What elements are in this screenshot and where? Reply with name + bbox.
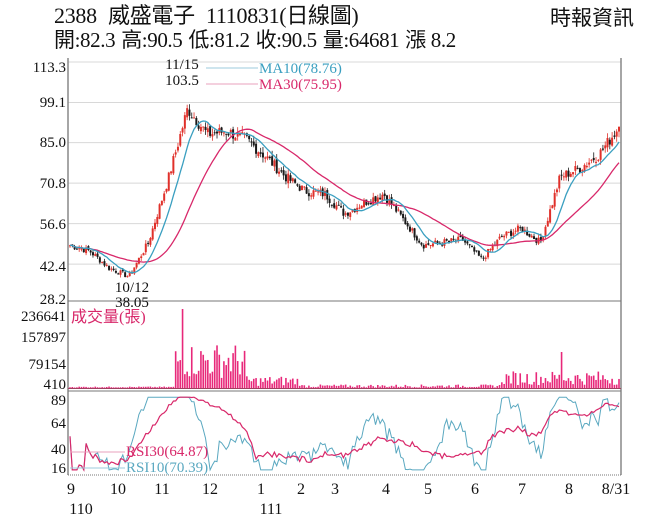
y-tick: 85.0 bbox=[40, 135, 66, 151]
y-tick: 70.8 bbox=[40, 176, 66, 192]
volume-title: 成交量(張) bbox=[71, 308, 146, 326]
y-tick: 113.3 bbox=[33, 60, 66, 76]
y-tick: 16 bbox=[51, 461, 67, 477]
x-tick: 5 bbox=[424, 481, 432, 498]
x-tick: 8 bbox=[565, 481, 573, 498]
volume-bars bbox=[68, 309, 621, 389]
y-tick: 79154 bbox=[29, 357, 67, 373]
y-tick: 64 bbox=[51, 416, 67, 432]
x-tick: 1 bbox=[257, 481, 265, 498]
chart-date-type: 1110831(日線圖) bbox=[206, 3, 359, 28]
high-annotation: 11/15 103.5 bbox=[165, 57, 199, 89]
x-tick: 6 bbox=[471, 481, 479, 498]
year-label: 111 bbox=[260, 501, 283, 518]
price-y-axis: 113.3 99.1 85.0 70.8 56.6 42.4 28.2 bbox=[33, 60, 67, 308]
x-axis: 9 10 11 12 1 2 3 4 5 6 7 8 8/31 110 111 bbox=[67, 481, 630, 518]
rsi10-legend: RSI10(70.39) bbox=[126, 460, 208, 476]
candlesticks bbox=[69, 104, 620, 278]
x-tick: 2 bbox=[297, 481, 305, 498]
brand-label: 時報資訊 bbox=[550, 6, 634, 30]
panel-frames bbox=[67, 58, 622, 476]
rsi-legend: RSI30(64.87) RSI10(70.39) bbox=[70, 444, 208, 476]
ma30-legend: MA30(75.95) bbox=[259, 77, 342, 93]
price-gridlines bbox=[68, 61, 621, 265]
rsi30-line bbox=[69, 396, 620, 472]
chart-title: 2388 威盛電子 1110831(日線圖) bbox=[54, 4, 364, 28]
volume-value: 量:64681 bbox=[322, 28, 400, 52]
open-value: 開:82.3 bbox=[54, 28, 116, 52]
rsi-y-axis: 89 64 40 16 bbox=[51, 393, 67, 477]
year-label: 110 bbox=[69, 501, 92, 518]
rsi10-line bbox=[69, 396, 620, 472]
low-value: 低:81.2 bbox=[188, 28, 250, 52]
y-tick: 157897 bbox=[21, 330, 67, 346]
y-tick: 42.4 bbox=[40, 259, 67, 275]
x-tick: 12 bbox=[202, 481, 218, 498]
y-tick: 56.6 bbox=[40, 217, 67, 233]
y-tick: 40 bbox=[51, 442, 66, 458]
svg-text:10/12: 10/12 bbox=[115, 280, 149, 296]
ma10-line bbox=[69, 120, 620, 274]
x-tick: 10 bbox=[110, 481, 126, 498]
low-annotation: 10/12 38.05 bbox=[115, 280, 149, 311]
y-tick: 28.2 bbox=[40, 292, 66, 308]
ohlc-summary: 開:82.3 高:90.5 低:81.2 收:90.5 量:64681 漲 8.2 bbox=[54, 28, 462, 52]
y-tick: 410 bbox=[44, 377, 67, 393]
ma30-line bbox=[69, 128, 620, 263]
x-tick: 4 bbox=[382, 481, 390, 498]
stock-code: 2388 bbox=[54, 3, 97, 28]
rsi30-legend: RSI30(64.87) bbox=[126, 444, 208, 460]
svg-text:11/15: 11/15 bbox=[165, 57, 199, 73]
stock-name: 威盛電子 bbox=[108, 3, 195, 28]
x-tick: 3 bbox=[331, 481, 339, 498]
x-tick: 7 bbox=[518, 481, 526, 498]
ma10-legend: MA10(78.76) bbox=[259, 61, 342, 77]
change-value: 漲 8.2 bbox=[405, 28, 456, 52]
y-tick: 236641 bbox=[21, 309, 66, 325]
svg-text:38.05: 38.05 bbox=[115, 295, 149, 311]
svg-text:103.5: 103.5 bbox=[165, 73, 199, 89]
close-value: 收:90.5 bbox=[255, 28, 318, 52]
y-tick: 99.1 bbox=[40, 95, 66, 111]
y-tick: 89 bbox=[51, 393, 66, 409]
x-tick: 9 bbox=[67, 481, 75, 498]
high-value: 高:90.5 bbox=[121, 28, 183, 52]
x-tick: 11 bbox=[154, 481, 169, 498]
volume-y-axis: 236641 157897 79154 410 bbox=[21, 309, 67, 393]
x-tick: 8/31 bbox=[602, 481, 630, 498]
price-legend: MA10(78.76) MA30(75.95) bbox=[206, 61, 342, 93]
